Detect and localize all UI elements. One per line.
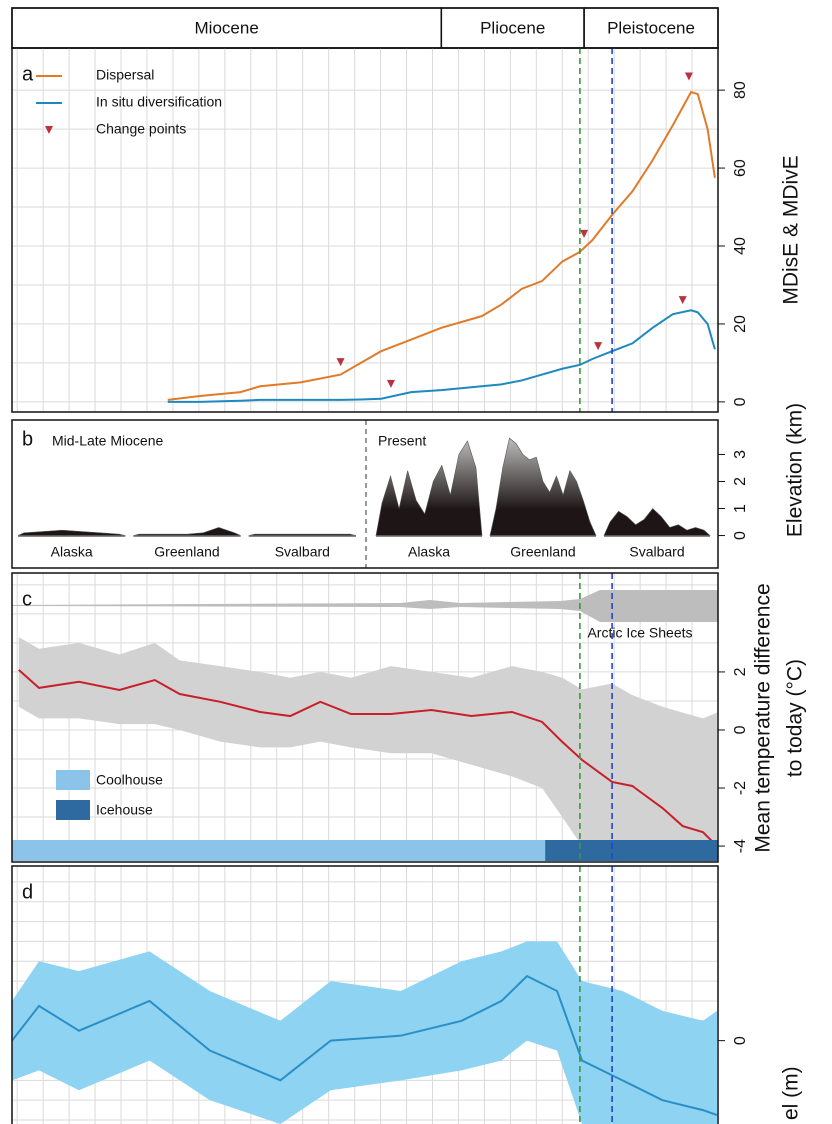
climate-bar bbox=[545, 840, 718, 861]
panel-label: c bbox=[22, 588, 32, 610]
group-title: Mid-Late Miocene bbox=[52, 433, 163, 449]
y-tick-label: 20 bbox=[732, 315, 749, 333]
y-tick-label: 3 bbox=[732, 450, 749, 459]
elevation-profile bbox=[133, 527, 240, 535]
y-tick-label: 2 bbox=[732, 667, 749, 676]
elevation-profile bbox=[490, 438, 596, 535]
region-label: Alaska bbox=[51, 544, 93, 560]
epoch-label: Miocene bbox=[195, 18, 259, 37]
climate-bar bbox=[12, 840, 545, 861]
legend-swatch bbox=[56, 770, 90, 790]
region-label: Svalbard bbox=[629, 544, 684, 560]
figure: Miocene Pliocene Pleistocene Dispersal In si… bbox=[0, 0, 832, 1124]
panel-label: b bbox=[22, 428, 33, 450]
y-tick-label: 40 bbox=[732, 237, 749, 255]
y-axis-label: to today (°C) bbox=[784, 659, 807, 777]
legend-marker bbox=[45, 126, 53, 134]
region-label: Greenland bbox=[510, 544, 575, 560]
legend-label: In situ diversification bbox=[96, 94, 222, 110]
panel-label: a bbox=[22, 63, 34, 85]
y-tick-label: 80 bbox=[732, 81, 749, 99]
change-point bbox=[594, 342, 602, 350]
y-axis-label: Elevation (km) bbox=[784, 403, 807, 537]
region-label: Greenland bbox=[154, 544, 219, 560]
legend-label: Coolhouse bbox=[96, 772, 163, 788]
y-axis-label: MDisE & MDivE bbox=[780, 155, 803, 304]
y-tick-label: 2 bbox=[732, 477, 749, 486]
change-point bbox=[580, 230, 588, 238]
group-title: Present bbox=[378, 433, 426, 449]
y-axis-label: el (m) bbox=[780, 1066, 803, 1120]
y-axis-label: Mean temperature difference bbox=[752, 583, 775, 852]
y-tick-label: 0 bbox=[732, 397, 749, 406]
epoch-label: Pliocene bbox=[480, 18, 545, 37]
elevation-profile bbox=[249, 534, 356, 535]
y-tick-label: 0 bbox=[732, 531, 749, 540]
change-point bbox=[679, 296, 687, 304]
elevation-profile bbox=[18, 530, 125, 535]
elevation-profile bbox=[604, 509, 710, 536]
y-tick-label: -4 bbox=[732, 839, 749, 853]
legend-label: Dispersal bbox=[96, 67, 154, 83]
plot-area bbox=[12, 866, 718, 1124]
region-label: Svalbard bbox=[275, 544, 330, 560]
epoch-label: Pleistocene bbox=[607, 18, 695, 37]
y-tick-label: 0 bbox=[732, 1036, 749, 1045]
change-point bbox=[387, 380, 395, 388]
change-point bbox=[337, 358, 345, 366]
y-tick-label: 60 bbox=[732, 159, 749, 177]
panel-label: d bbox=[22, 881, 33, 903]
y-tick-label: 1 bbox=[732, 504, 749, 513]
y-tick-label: -2 bbox=[732, 781, 749, 795]
y-tick-label: 0 bbox=[732, 725, 749, 734]
region-label: Alaska bbox=[408, 544, 450, 560]
elevation-profile bbox=[376, 441, 482, 536]
annotation: Arctic Ice Sheets bbox=[587, 625, 692, 641]
spread-band bbox=[12, 941, 717, 1124]
legend-swatch bbox=[56, 800, 90, 820]
legend-label: Change points bbox=[96, 121, 186, 137]
legend-label: Icehouse bbox=[96, 802, 153, 818]
